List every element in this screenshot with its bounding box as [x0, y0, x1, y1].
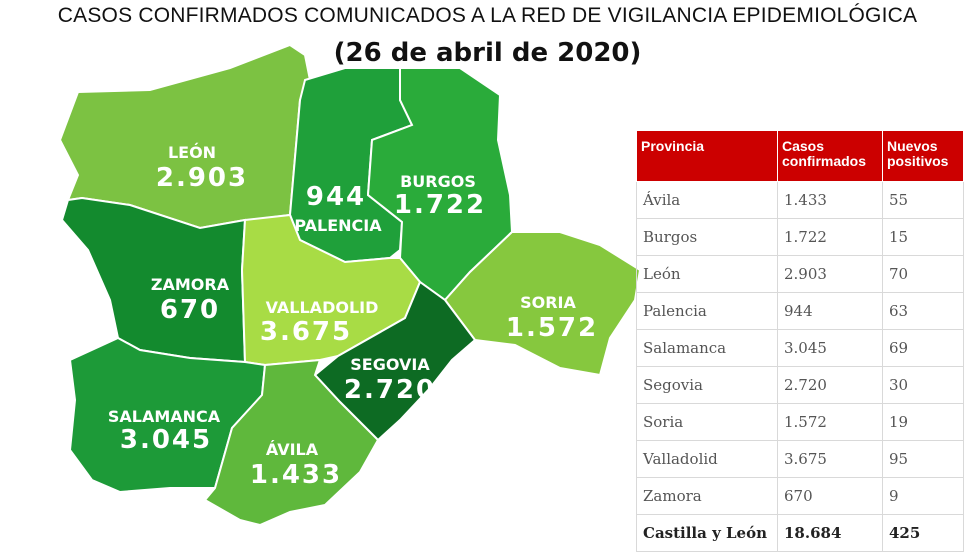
cell-casos: 1.572 — [777, 403, 883, 441]
table-row: Segovia 2.720 30 — [636, 366, 964, 404]
cell-provincia: Burgos — [636, 218, 778, 256]
cell-provincia: Segovia — [636, 366, 778, 404]
header-casos: Casos confirmados — [777, 130, 883, 182]
cell-casos: 3.675 — [777, 440, 883, 478]
table-row: Zamora 670 9 — [636, 477, 964, 515]
cell-provincia: Salamanca — [636, 329, 778, 367]
cell-casos: 944 — [777, 292, 883, 330]
cell-nuevos: 19 — [882, 403, 964, 441]
label-palencia-cases: 944 — [306, 182, 366, 212]
cell-nuevos: 15 — [882, 218, 964, 256]
cases-table: Provincia Casos confirmados Nuevos posit… — [636, 130, 964, 552]
label-salamanca-name: SALAMANCA — [108, 407, 221, 426]
label-leon-name: LEÓN — [168, 143, 216, 162]
cell-provincia: Ávila — [636, 181, 778, 219]
table-header-row: Provincia Casos confirmados Nuevos posit… — [636, 130, 964, 182]
label-burgos-name: BURGOS — [400, 172, 476, 191]
table-row: Palencia 944 63 — [636, 292, 964, 330]
table-total-row: Castilla y León 18.684 425 — [636, 514, 964, 552]
table-row: Soria 1.572 19 — [636, 403, 964, 441]
label-palencia-name: PALENCIA — [294, 216, 382, 235]
cell-provincia: Zamora — [636, 477, 778, 515]
label-valladolid-cases: 3.675 — [260, 317, 352, 347]
cell-casos: 3.045 — [777, 329, 883, 367]
map-title: CASOS CONFIRMADOS COMUNICADOS A LA RED D… — [57, 4, 918, 27]
cell-provincia: Valladolid — [636, 440, 778, 478]
map-date: (26 de abril de 2020) — [333, 38, 642, 68]
header-nuevos: Nuevos positivos — [882, 130, 964, 182]
cell-casos: 2.903 — [777, 255, 883, 293]
table-row: Ávila 1.433 55 — [636, 181, 964, 219]
cell-provincia: León — [636, 255, 778, 293]
table-row: Valladolid 3.675 95 — [636, 440, 964, 478]
label-avila-name: ÁVILA — [266, 440, 319, 459]
cell-provincia: Soria — [636, 403, 778, 441]
label-segovia-cases: 2.720 — [344, 375, 436, 405]
cell-nuevos: 55 — [882, 181, 964, 219]
cell-casos: 1.722 — [777, 218, 883, 256]
label-salamanca-cases: 3.045 — [120, 425, 212, 455]
label-burgos-cases: 1.722 — [394, 190, 486, 220]
cell-provincia: Castilla y León — [636, 514, 778, 552]
cell-nuevos: 69 — [882, 329, 964, 367]
province-avila[interactable] — [203, 358, 380, 527]
label-segovia-name: SEGOVIA — [350, 355, 430, 374]
table-row: León 2.903 70 — [636, 255, 964, 293]
label-valladolid-name: VALLADOLID — [266, 298, 379, 317]
cell-casos: 2.720 — [777, 366, 883, 404]
cell-casos: 670 — [777, 477, 883, 515]
cell-nuevos: 9 — [882, 477, 964, 515]
label-avila-cases: 1.433 — [250, 460, 342, 490]
cell-nuevos: 63 — [882, 292, 964, 330]
header-provincia: Provincia — [636, 130, 778, 182]
cell-casos: 1.433 — [777, 181, 883, 219]
label-zamora-cases: 670 — [160, 295, 220, 325]
label-soria-cases: 1.572 — [506, 313, 598, 343]
cell-nuevos: 70 — [882, 255, 964, 293]
label-zamora-name: ZAMORA — [151, 275, 230, 294]
cell-nuevos: 425 — [882, 514, 964, 552]
table-row: Salamanca 3.045 69 — [636, 329, 964, 367]
label-soria-name: SORIA — [520, 293, 576, 312]
cell-nuevos: 30 — [882, 366, 964, 404]
table-row: Burgos 1.722 15 — [636, 218, 964, 256]
cell-nuevos: 95 — [882, 440, 964, 478]
cell-casos: 18.684 — [777, 514, 883, 552]
label-leon-cases: 2.903 — [156, 163, 248, 193]
cell-provincia: Palencia — [636, 292, 778, 330]
